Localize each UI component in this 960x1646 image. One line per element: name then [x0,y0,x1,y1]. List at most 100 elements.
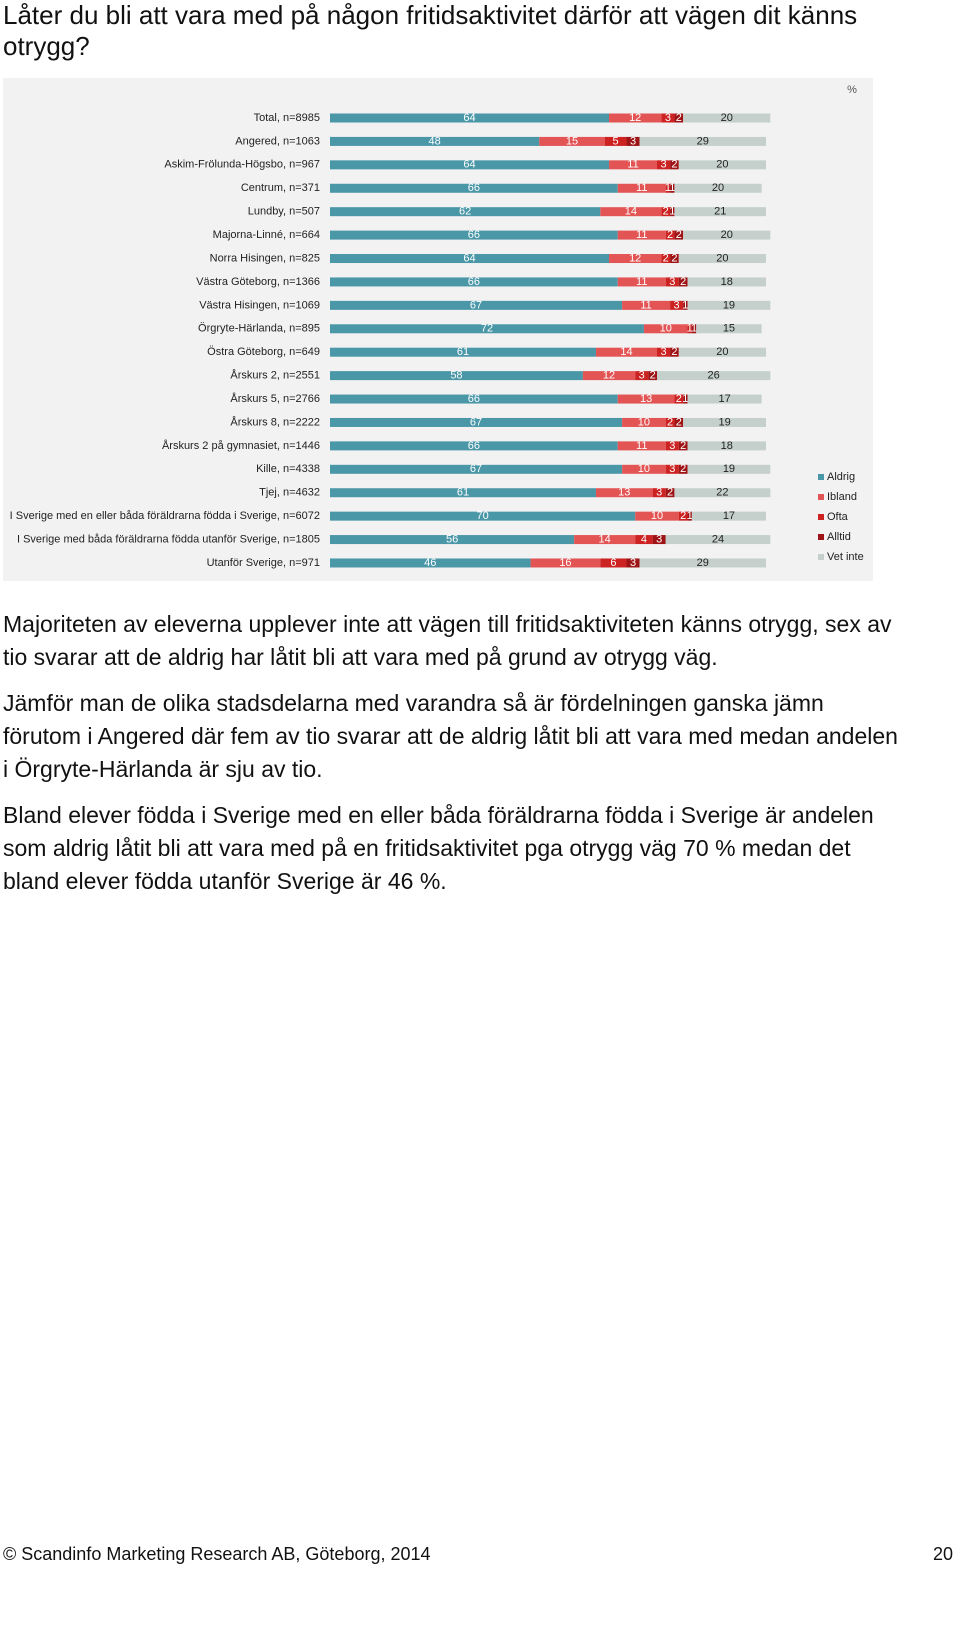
value-label: 67 [470,463,482,475]
bar-segment [626,558,640,568]
category-label: Årskurs 5, n=2766 [230,392,320,405]
category-label: I Sverige med en eller båda föräldrarna … [10,510,320,522]
footer-text: © Scandinfo Marketing Research AB, Göteb… [3,1544,431,1564]
value-label: 29 [697,557,709,569]
bar-segment [330,230,618,240]
value-label: 16 [559,557,571,569]
bar-segment [330,347,596,357]
bar-segment [539,136,605,146]
value-label: 26 [708,370,720,382]
page-number: 20 [932,1544,953,1564]
value-label: 13 [618,487,630,499]
value-label: 4 [641,533,647,545]
value-label: 18 [721,276,733,288]
legend-label: Alltid [827,531,851,543]
value-label: 19 [723,299,735,311]
category-label: Årskurs 2 på gymnasiet, n=1446 [162,439,320,452]
bar-segment [687,277,766,287]
bar-segment [683,113,771,123]
value-label: 19 [718,416,730,428]
bar-segment [665,441,679,451]
value-label: 2 [667,416,673,428]
value-label: 2 [663,252,669,264]
bar-segment [674,113,684,123]
bar-segment [687,394,762,404]
value-label: 70 [476,510,488,522]
bar-segment [665,183,671,193]
value-label: 10 [638,416,650,428]
bar-segment [678,277,688,287]
value-label: 2 [680,440,686,452]
bar-segment [670,300,684,310]
legend-label: Ofta [827,511,849,523]
value-label: 14 [599,533,611,545]
value-label: 11 [636,182,647,194]
bar-segment [330,558,531,568]
bar-segment [678,160,766,170]
paragraph: Jämför man de olika stadsdelarna med var… [3,690,898,782]
bar-segment [687,441,766,451]
value-label: 62 [459,206,471,218]
value-label: 66 [468,440,480,452]
page-title: Låter du bli att vara med på någon friti… [3,0,858,61]
bar-segment [643,324,688,334]
bar-segment [661,113,675,123]
bar-segment [670,207,675,217]
bar-segment [683,230,771,240]
value-label: 11 [636,276,647,288]
value-label: 18 [721,440,733,452]
bar-segment [670,254,679,264]
value-label: 20 [716,159,728,171]
legend-swatch [818,474,824,480]
value-label: 24 [712,533,724,545]
value-label: 2 [671,346,677,358]
value-label: 6 [610,557,616,569]
value-label: 2 [663,206,669,218]
value-label: 61 [457,487,469,499]
bar-segment [617,394,675,404]
value-label: 48 [429,135,441,147]
value-label: 2 [671,252,677,264]
bar-segment [665,488,675,498]
value-label: 12 [629,252,641,264]
bar-segment [600,558,627,568]
bar-segment [622,417,666,427]
bar-segment [635,371,649,381]
bar-segment [687,324,692,334]
value-label: 2 [671,159,677,171]
value-label: 11 [636,440,647,452]
value-label: 2 [667,487,673,499]
bar-segment [678,441,688,451]
value-label: 3 [660,346,666,358]
value-label: 17 [723,510,735,522]
category-label: Majorna-Linné, n=664 [213,229,320,241]
bar-segment [678,464,688,474]
bar-segment [670,347,679,357]
category-label: Total, n=8985 [254,112,320,124]
category-label: Årskurs 2, n=2551 [230,369,320,382]
value-label: 56 [446,533,458,545]
bar-segment [609,160,657,170]
value-label: 64 [463,159,475,171]
value-label: 20 [716,252,728,264]
legend-swatch [818,534,824,540]
bar-segment [665,230,675,240]
value-label: 1 [682,393,688,405]
bar-segment [639,136,766,146]
bar-segment [617,277,666,287]
value-label: 10 [660,323,672,335]
value-label: 17 [718,393,730,405]
bar-segment [665,464,679,474]
bar-segment [639,558,766,568]
bar-segment [595,488,653,498]
value-label: 14 [620,346,632,358]
bar-segment [683,394,688,404]
value-label: 58 [450,370,462,382]
value-label: 20 [721,229,733,241]
bar-segment [687,464,771,474]
bar-segment [609,113,662,123]
legend-label: Aldrig [827,471,855,483]
footer: © Scandinfo Marketing Research AB, Göteb… [3,1544,953,1565]
